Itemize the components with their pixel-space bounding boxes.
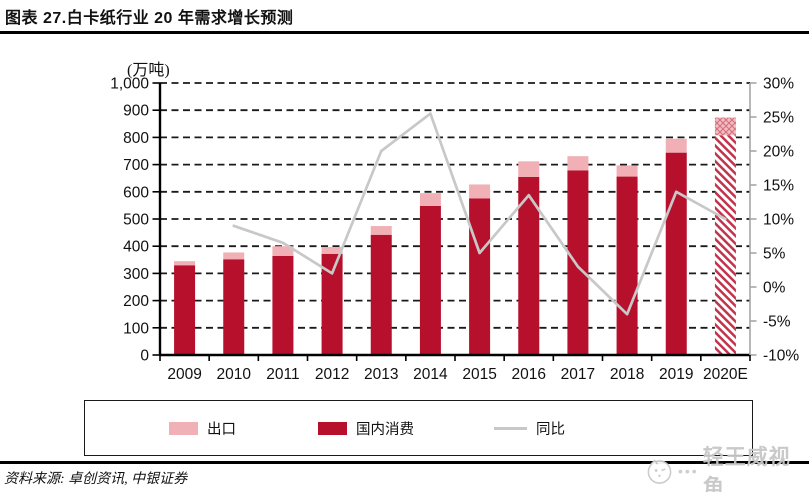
right-tick-label-25: 25% xyxy=(763,110,794,127)
left-tick-label-700: 700 xyxy=(123,157,149,174)
right-tick-label-20: 20% xyxy=(763,144,794,161)
left-tick-label-200: 200 xyxy=(123,293,149,310)
figure-bottom-rule xyxy=(0,461,809,464)
bar-2019-export xyxy=(665,138,687,153)
left-tick-label-100: 100 xyxy=(123,320,149,337)
bar-2018-export xyxy=(616,165,638,177)
legend-entry-yoy: 同比 xyxy=(494,401,565,455)
x-tick-label-2016: 2016 xyxy=(512,366,546,383)
x-tick-label-2019: 2019 xyxy=(659,366,693,383)
left-axis-unit-label: (万吨) xyxy=(127,61,170,79)
legend-label-export: 出口 xyxy=(207,421,236,438)
right-tick-label--10: -10% xyxy=(763,348,799,365)
x-tick-label-2011: 2011 xyxy=(266,366,299,383)
watermark-logo: ••• 轻王威视角 xyxy=(645,441,809,492)
x-tick-label-2020E: 2020E xyxy=(703,366,748,383)
bar-2009-domestic xyxy=(174,265,196,355)
left-tick-label-300: 300 xyxy=(123,266,149,283)
left-tick-label-400: 400 xyxy=(123,239,149,256)
chart-legend: 出口 国内消费 同比 xyxy=(84,400,753,456)
bar-2017-domestic xyxy=(567,170,589,355)
watermark-text: 轻王威视角 xyxy=(702,446,791,492)
bar-2019-domestic xyxy=(665,152,687,355)
left-tick-label-600: 600 xyxy=(123,184,149,201)
bar-2015-domestic xyxy=(469,198,491,355)
x-tick-label-2009: 2009 xyxy=(167,366,201,383)
bar-2011-export xyxy=(272,246,294,256)
right-tick-label-15: 15% xyxy=(763,178,794,195)
bar-2020E-export xyxy=(714,117,736,136)
title-divider xyxy=(0,31,809,34)
right-tick-label-10: 10% xyxy=(763,212,794,229)
legend-label-domestic: 国内消费 xyxy=(356,421,414,438)
bar-2016-domestic xyxy=(518,176,540,355)
bar-2017-export xyxy=(567,156,589,171)
left-tick-label-1000: 1,000 xyxy=(110,76,149,93)
left-tick-label-0: 0 xyxy=(140,348,149,365)
x-tick-label-2018: 2018 xyxy=(610,366,644,383)
bar-2012-domestic xyxy=(321,253,343,355)
bar-2013-domestic xyxy=(370,234,392,355)
bar-2014-export xyxy=(419,193,441,206)
yoy-growth-line xyxy=(232,112,727,316)
x-tick-label-2014: 2014 xyxy=(413,366,448,383)
x-tick-label-2012: 2012 xyxy=(315,366,349,383)
domestic-swatch xyxy=(318,421,347,435)
x-tick-label-2013: 2013 xyxy=(364,366,398,383)
right-tick-label--5: -5% xyxy=(763,314,791,331)
x-tick-label-2017: 2017 xyxy=(561,366,595,383)
source-note: 资料来源: 卓创资讯, 中银证券 xyxy=(4,472,188,487)
mascot-face-icon xyxy=(647,459,672,484)
left-tick-label-800: 800 xyxy=(123,130,149,147)
bar-2011-domestic xyxy=(272,255,294,355)
bar-2018-domestic xyxy=(616,176,638,355)
x-tick-label-2015: 2015 xyxy=(462,366,496,383)
legend-label-yoy: 同比 xyxy=(536,421,565,438)
left-tick-label-900: 900 xyxy=(123,103,149,120)
bar-2009-export xyxy=(174,261,196,266)
figure-title: 图表 27.白卡纸行业 20 年需求增长预测 xyxy=(5,10,294,27)
bar-2015-export xyxy=(469,184,491,199)
legend-entry-export: 出口 xyxy=(169,401,236,455)
right-tick-label-5: 5% xyxy=(763,246,786,263)
bar-2013-export xyxy=(370,226,392,235)
bar-2020E-domestic xyxy=(714,135,736,355)
yoy-line-swatch xyxy=(494,426,527,430)
bar-2012-export xyxy=(321,247,343,254)
export-swatch xyxy=(169,421,198,435)
bar-2010-domestic xyxy=(223,259,245,355)
bar-2016-export xyxy=(518,161,540,177)
watermark-dots: ••• xyxy=(677,463,699,479)
legend-entry-domestic: 国内消费 xyxy=(318,401,414,455)
right-tick-label-30: 30% xyxy=(763,76,794,93)
bar-2010-export xyxy=(223,252,245,260)
left-tick-label-500: 500 xyxy=(123,212,149,229)
bar-2014-domestic xyxy=(419,205,441,355)
x-tick-label-2010: 2010 xyxy=(217,366,252,383)
right-tick-label-0: 0% xyxy=(763,280,786,297)
